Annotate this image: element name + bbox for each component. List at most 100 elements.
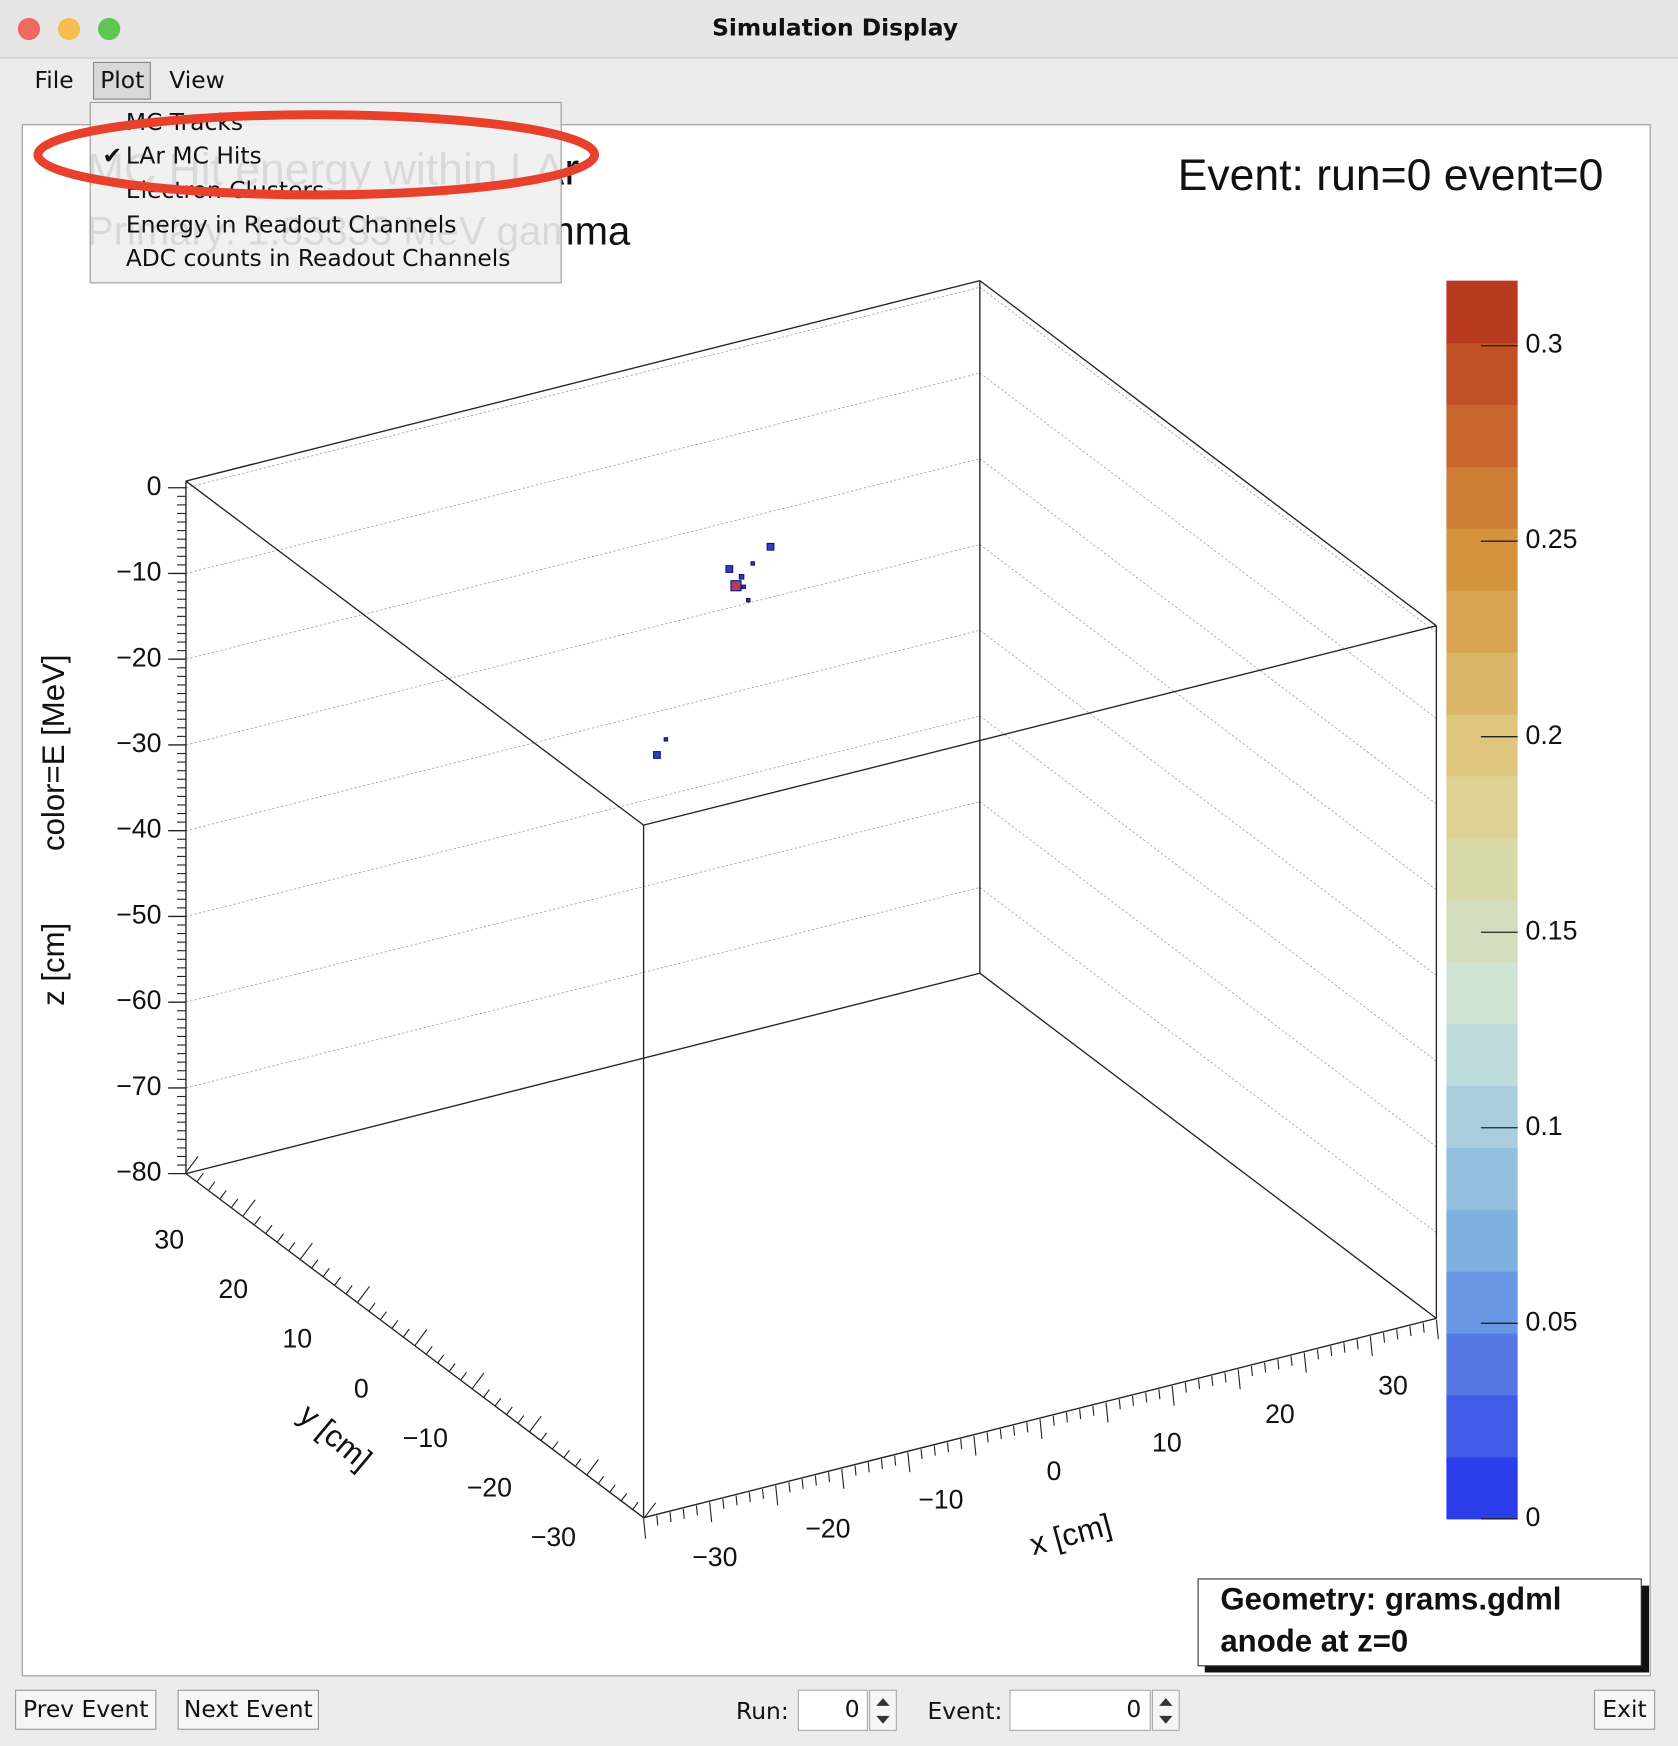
x-tick <box>775 1485 779 1506</box>
y-tick <box>345 1285 353 1295</box>
x-tick-label: −30 <box>692 1542 737 1572</box>
close-button[interactable] <box>17 17 41 41</box>
y-tick <box>505 1406 513 1416</box>
x-tick-label: 30 <box>1378 1370 1408 1400</box>
prev-button-label[interactable]: Prev Event <box>23 1695 148 1723</box>
x-tick <box>841 1468 845 1489</box>
x-tick <box>682 1508 685 1519</box>
x-tick <box>973 1435 977 1456</box>
y-tick <box>631 1501 639 1511</box>
colorbar-tick-label: 0.15 <box>1525 915 1577 945</box>
event-input[interactable] <box>1009 1689 1151 1731</box>
y-tick <box>185 1156 199 1173</box>
x-tick-label: −20 <box>805 1513 850 1543</box>
x-tick <box>946 1442 950 1453</box>
menu-item[interactable]: Energy in Readout Channels <box>126 211 457 239</box>
y-tick <box>219 1190 227 1199</box>
prev-button[interactable] <box>15 1689 157 1730</box>
y-tick <box>288 1242 296 1251</box>
menu-item[interactable]: ADC counts in Readout Channels <box>126 244 511 272</box>
x-tick <box>1435 1319 1439 1340</box>
x-tick <box>1343 1342 1346 1353</box>
colorbar-band <box>1446 713 1518 777</box>
x-tick <box>1330 1346 1333 1357</box>
z-tick-label: −10 <box>116 557 161 587</box>
x-tick <box>867 1462 870 1473</box>
colorbar-band <box>1446 342 1518 406</box>
grid-line <box>185 887 980 1089</box>
y-tick <box>208 1181 216 1191</box>
y-tick <box>460 1371 467 1381</box>
colorbar-band <box>1446 837 1518 901</box>
run-spinner[interactable] <box>869 1689 897 1731</box>
y-tick <box>597 1475 605 1485</box>
title-bar <box>0 0 1678 58</box>
next-button-label[interactable]: Next Event <box>184 1695 313 1723</box>
event-value[interactable]: 0 <box>1126 1695 1141 1723</box>
spinner-arrows <box>1159 1698 1173 1724</box>
x-tick <box>788 1482 791 1493</box>
colorbar-band <box>1446 1333 1518 1396</box>
y-tick <box>482 1389 490 1398</box>
minimize-button[interactable] <box>57 17 81 41</box>
y-tick <box>608 1484 616 1494</box>
colorbar-band <box>1446 466 1518 529</box>
grid-line <box>979 458 1437 805</box>
y-tick <box>231 1198 239 1208</box>
x-tick <box>814 1475 817 1486</box>
hit <box>746 597 751 603</box>
geometry-text: Geometry: grams.gdml <box>1220 1581 1561 1616</box>
zoom-button[interactable] <box>97 17 121 41</box>
z-tick-label: −50 <box>116 899 161 929</box>
y-tick <box>585 1459 599 1476</box>
colorbar-tick-label: 0.1 <box>1525 1111 1562 1141</box>
menu-file[interactable]: File <box>35 66 74 94</box>
x-tick <box>986 1432 989 1443</box>
grid-line <box>185 286 980 489</box>
box-edge <box>979 972 1437 1319</box>
y-tick <box>391 1320 399 1329</box>
colorbar-band <box>1446 1456 1518 1520</box>
exit-button[interactable] <box>1593 1689 1656 1730</box>
run-label: Run: <box>736 1697 789 1725</box>
x-tick <box>960 1439 963 1450</box>
color-axis-title: color=E [MeV] <box>36 654 71 851</box>
x-tick <box>1065 1412 1068 1423</box>
menu-plot[interactable]: Plot <box>100 66 144 94</box>
menu-view[interactable]: View <box>169 66 224 94</box>
x-tick <box>1079 1409 1082 1420</box>
x-tick <box>1422 1322 1425 1333</box>
y-tick-label: −10 <box>403 1423 448 1453</box>
x-tick <box>1224 1372 1227 1383</box>
colorbar-tick-label: 0 <box>1525 1502 1540 1532</box>
y-tick <box>563 1449 570 1459</box>
event-spinner[interactable] <box>1151 1689 1180 1731</box>
y-tick <box>643 1502 657 1520</box>
colorbar-band <box>1446 652 1518 715</box>
y-tick-label: 0 <box>354 1373 369 1403</box>
menu-item[interactable]: LAr MC Hits <box>126 142 262 170</box>
next-button[interactable] <box>177 1689 320 1730</box>
y-tick <box>528 1415 542 1433</box>
x-tick <box>1131 1395 1135 1406</box>
x-tick <box>722 1498 725 1509</box>
event-input-label: Event: <box>928 1697 1003 1725</box>
x-tick <box>1039 1419 1043 1440</box>
grid-line <box>979 287 1437 633</box>
y-tick <box>437 1354 445 1364</box>
y-tick <box>277 1233 284 1243</box>
geometry-text: anode at z=0 <box>1220 1624 1408 1659</box>
colorbar-band <box>1446 961 1518 1025</box>
box-edge <box>643 1317 1437 1519</box>
menu-plot-highlight <box>92 61 151 100</box>
grid-line <box>185 372 980 574</box>
x-tick <box>748 1492 751 1503</box>
grid-line <box>979 715 1437 1062</box>
colorbar-band <box>1446 1085 1518 1148</box>
run-input[interactable] <box>797 1689 868 1731</box>
x-tick <box>643 1518 647 1539</box>
run-value[interactable]: 0 <box>845 1695 860 1723</box>
exit-button-label[interactable]: Exit <box>1602 1695 1646 1723</box>
x-tick <box>1092 1405 1095 1416</box>
